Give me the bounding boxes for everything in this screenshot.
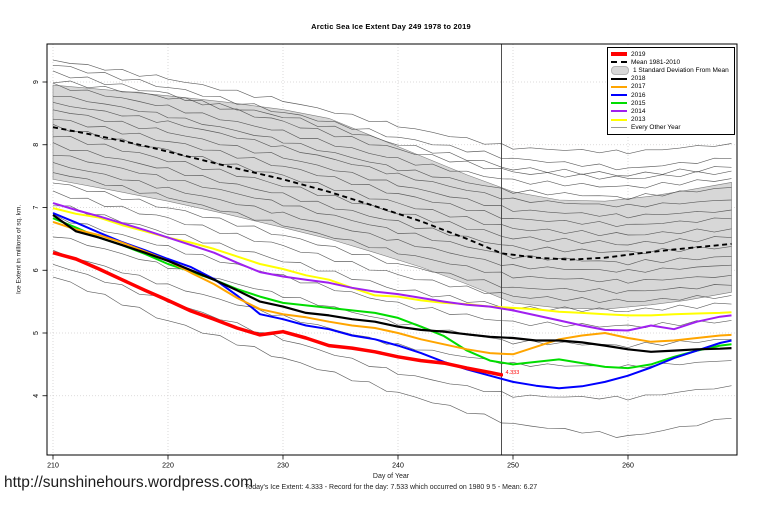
- y-tick-label: 7: [33, 205, 40, 209]
- background-year-line: [52, 124, 732, 237]
- background-year-line: [52, 213, 732, 329]
- series-line-2016: [52, 212, 732, 390]
- legend-item-label: 2018: [631, 75, 646, 83]
- background-year-line: [52, 101, 732, 208]
- legend: 2019 Mean 1981-2010 1 Standard Deviation F…: [607, 47, 735, 135]
- background-year-line: [52, 276, 732, 438]
- background-year-line: [52, 142, 732, 255]
- legend-item-label: 2014: [631, 107, 646, 115]
- background-year-line: [52, 70, 732, 180]
- legend-item-label: 2016: [631, 91, 646, 99]
- legend-item-label: 2017: [631, 83, 646, 91]
- mean-line: [52, 126, 732, 261]
- y-tick-label: 8: [33, 143, 40, 147]
- legend-item-1-standard-deviation-from-mean: 1 Standard Deviation From Mean: [611, 65, 734, 75]
- series-line-2015: [52, 217, 732, 370]
- legend-swatch-icon: [611, 94, 627, 97]
- legend-item-label: Mean 1981-2010: [631, 58, 681, 66]
- legend-item-2019: 2019: [611, 50, 734, 58]
- today-point-marker: [500, 373, 503, 377]
- y-tick-label: 9: [33, 80, 40, 84]
- legend-item-every-other-year: Every Other Year: [611, 124, 734, 132]
- y-tick-label: 6: [33, 268, 40, 272]
- legend-swatch-icon: [611, 102, 627, 105]
- legend-item-mean-1981-2010: Mean 1981-2010: [611, 58, 734, 66]
- legend-swatch-icon: [611, 52, 627, 57]
- legend-rows: 2019 Mean 1981-2010 1 Standard Deviation F…: [611, 50, 734, 132]
- background-year-line: [52, 172, 732, 284]
- x-tick-label: 260: [622, 463, 634, 470]
- background-year-line: [52, 109, 732, 219]
- legend-swatch-icon: [611, 118, 627, 121]
- legend-item-label: 2013: [631, 116, 646, 124]
- chart-subtitle: Today's Ice Extent: 4.333 - Record for t…: [244, 484, 538, 491]
- x-axis-label: Day of Year: [372, 473, 410, 480]
- y-tick-label: 4: [33, 394, 40, 398]
- background-year-line: [52, 205, 732, 313]
- today-value-annotation: 4.333: [506, 370, 520, 376]
- legend-item-label: 1 Standard Deviation From Mean: [633, 66, 729, 74]
- legend-item-2014: 2014: [611, 107, 734, 115]
- legend-swatch-icon: [611, 85, 627, 88]
- legend-swatch-icon: [611, 127, 627, 129]
- series-line-2018: [52, 214, 732, 353]
- legend-item-2015: 2015: [611, 99, 734, 107]
- legend-item-label: 2019: [631, 50, 646, 58]
- series-line-2014: [52, 202, 732, 332]
- background-year-line: [52, 162, 732, 273]
- series-line-2019: [52, 251, 502, 377]
- legend-swatch-icon: [611, 61, 627, 64]
- background-year-line: [52, 80, 732, 177]
- y-tick-label: 5: [33, 331, 40, 335]
- x-tick-label: 210: [47, 463, 59, 470]
- std-deviation-band: [52, 84, 732, 310]
- plot-border: [46, 43, 738, 456]
- legend-item-2017: 2017: [611, 83, 734, 91]
- legend-item-2016: 2016: [611, 91, 734, 99]
- background-year-line: [52, 118, 732, 227]
- background-year-line: [52, 82, 732, 189]
- legend-swatch-icon: [611, 110, 627, 113]
- chart-title: Arctic Sea Ice Extent Day 249 1978 to 20…: [311, 22, 471, 31]
- x-tick-label: 250: [507, 463, 519, 470]
- source-url: http://sunshinehours.wordpress.com: [4, 474, 253, 491]
- background-year-line: [52, 236, 732, 349]
- background-year-line: [52, 155, 732, 266]
- legend-item-2018: 2018: [611, 75, 734, 83]
- legend-item-label: 2015: [631, 99, 646, 107]
- y-axis-label: Ice Extent in millions of sq. km.: [15, 204, 23, 295]
- x-tick-label: 220: [162, 463, 174, 470]
- legend-swatch-icon: [611, 77, 627, 80]
- background-year-line: [52, 182, 732, 294]
- legend-item-label: Every Other Year: [631, 124, 681, 132]
- background-year-line: [52, 95, 732, 200]
- x-tick-label: 240: [392, 463, 404, 470]
- legend-swatch-icon: [611, 65, 629, 75]
- background-year-line: [52, 190, 732, 303]
- background-year-line: [52, 59, 732, 155]
- background-year-line: [52, 64, 732, 171]
- x-tick-label: 230: [277, 463, 289, 470]
- legend-item-2013: 2013: [611, 116, 734, 124]
